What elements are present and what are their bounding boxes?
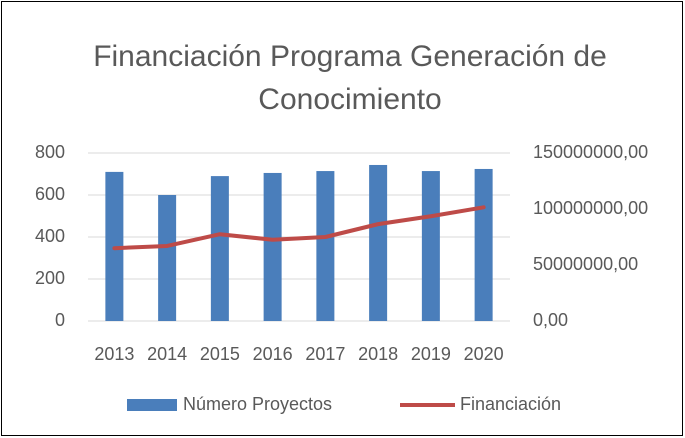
bar	[421, 171, 440, 321]
legend-label: Financiación	[460, 394, 561, 414]
legend-swatch	[127, 399, 177, 411]
x-tick-label: 2015	[200, 344, 240, 364]
line	[112, 205, 486, 251]
chart-title: Financiación Programa Generación de Cono…	[93, 40, 607, 116]
y-tick-label: 800	[35, 142, 65, 162]
x-tick-label: 2018	[358, 344, 398, 364]
y-tick-label: 400	[35, 226, 65, 246]
y2-tick-label: 150000000,00	[533, 142, 648, 162]
x-tick-label: 2020	[464, 344, 504, 364]
y2-tick-label: 50000000,00	[533, 254, 638, 274]
x-tick-label: 2016	[253, 344, 293, 364]
y-tick-label: 600	[35, 184, 65, 204]
bar	[158, 195, 177, 321]
bar	[316, 171, 335, 321]
x-tick-label: 2017	[305, 344, 345, 364]
y-tick-label: 0	[55, 310, 65, 330]
x-tick-label: 2013	[94, 344, 134, 364]
y-tick-label: 200	[35, 268, 65, 288]
bar	[369, 164, 388, 321]
bar	[210, 176, 229, 321]
bar	[263, 172, 282, 321]
bar	[474, 168, 493, 321]
x-tick-label: 2019	[411, 344, 451, 364]
y2-tick-label: 100000000,00	[533, 198, 648, 218]
x-tick-label: 2014	[147, 344, 187, 364]
legend-label: Número Proyectos	[183, 394, 332, 414]
y2-tick-label: 0,00	[533, 310, 568, 330]
